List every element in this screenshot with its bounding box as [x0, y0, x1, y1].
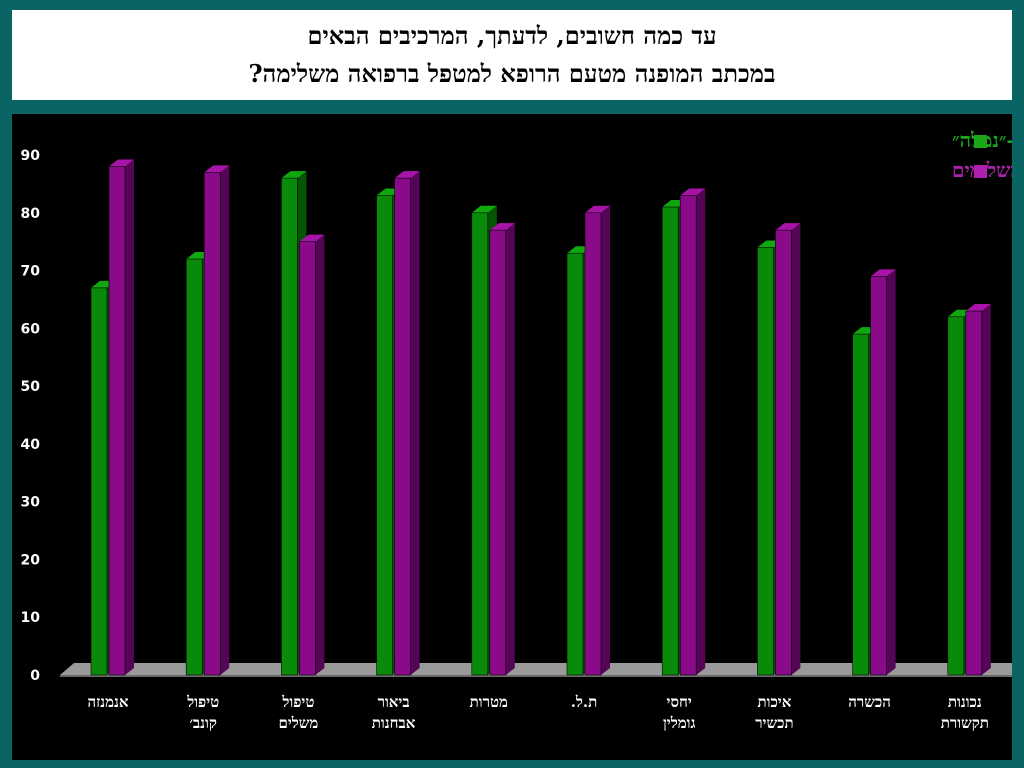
y-tick-label: 10 — [21, 610, 41, 626]
bar-side — [505, 223, 515, 675]
x-category-label: קונב׳ — [189, 714, 216, 732]
bar-top — [109, 159, 134, 167]
bar-front — [203, 172, 221, 676]
y-tick-label: 40 — [21, 437, 41, 453]
bar — [775, 223, 801, 676]
bar-top — [471, 205, 497, 213]
x-category-label: אבחנות — [372, 714, 416, 732]
x-category-label: משלים — [278, 714, 318, 732]
y-tick-label: 30 — [21, 495, 41, 511]
title-box: עד כמה חשובים, לדעתך, המרכיבים הבאים במכ… — [12, 10, 1012, 100]
bar-top — [394, 171, 420, 179]
bar — [203, 165, 230, 676]
bar — [489, 223, 515, 676]
bar-top — [281, 171, 307, 179]
legend-swatch — [974, 165, 987, 178]
y-tick-label: 80 — [21, 206, 41, 222]
y-tick-label: 90 — [21, 148, 41, 164]
bar-front — [775, 229, 792, 676]
x-category-label: תכשיר — [755, 714, 793, 732]
bar-front — [852, 333, 869, 676]
bar-top — [680, 188, 706, 196]
bar-top — [204, 165, 230, 173]
bar — [394, 171, 420, 676]
bar-front — [376, 195, 393, 676]
bar-side — [125, 159, 134, 676]
bar-front — [757, 247, 774, 676]
bar-side — [220, 165, 230, 676]
bar-side — [886, 269, 896, 675]
x-category-label: נכונות — [948, 693, 982, 711]
x-category-label: איכות — [757, 693, 791, 711]
bar-front — [965, 310, 983, 676]
bar — [108, 159, 134, 676]
bar-side — [410, 171, 420, 675]
bar — [679, 188, 706, 676]
bar-side — [696, 188, 706, 675]
bar-front — [90, 287, 108, 676]
bar-front — [299, 241, 316, 676]
bar-front — [489, 229, 507, 676]
y-tick-label: 70 — [21, 264, 41, 280]
x-category-label: טיפול — [281, 693, 314, 711]
bar-top — [585, 205, 610, 213]
y-tick-label: 50 — [21, 379, 41, 395]
bar-front — [471, 212, 489, 676]
bar-front — [679, 195, 697, 676]
legend-label: רופאים-״נמלה״ — [952, 128, 1012, 152]
bar-front — [394, 177, 411, 676]
x-category-label: גומלין — [663, 714, 696, 732]
bar-top — [870, 269, 896, 277]
bar — [584, 205, 610, 676]
x-category-label: תקשורת — [941, 714, 989, 732]
bar-front — [281, 177, 298, 676]
x-category-label: מטרות — [470, 693, 508, 711]
bar-side — [981, 304, 991, 675]
x-category-label: יחסי — [667, 693, 692, 711]
x-category-label: טיפול — [186, 693, 219, 711]
legend-label: מטפלים משלימים — [952, 158, 1012, 182]
bar-chart: 0 10 20 30 40 50 60 70 80 90 אנמנזה טיפול קונב׳ טיפול… — [21, 128, 1012, 732]
bar-top — [965, 304, 991, 311]
x-category-label: ביאור — [378, 693, 410, 711]
bar-front — [185, 258, 203, 676]
y-tick-label: 20 — [21, 552, 41, 568]
bar-front — [870, 276, 887, 676]
x-category-label: ת.ל. — [571, 693, 598, 711]
bar-front — [566, 252, 584, 676]
bar-front — [108, 166, 126, 676]
bar-top — [775, 223, 801, 231]
bar-top — [489, 223, 515, 231]
bar-front — [661, 206, 679, 676]
x-category-label: אנמנזה — [87, 693, 128, 711]
bar-side — [601, 205, 610, 675]
bar-front — [584, 212, 602, 676]
chart-title-line-1: עד כמה חשובים, לדעתך, המרכיבים הבאים — [307, 21, 717, 50]
bar — [965, 304, 991, 676]
legend-swatch — [974, 135, 987, 148]
y-tick-label: 60 — [21, 321, 41, 337]
bar — [870, 269, 896, 676]
bar-top — [299, 234, 325, 242]
bar — [299, 234, 325, 676]
bar-side — [791, 223, 801, 675]
bar-front — [947, 316, 965, 676]
x-category-label: הכשרה — [848, 693, 891, 711]
y-tick-label: 0 — [30, 668, 40, 684]
chart-title-line-2: במכתב המופנה מטעם הרופא למטפל ברפואה משל… — [248, 59, 776, 88]
chart-floor-edge — [60, 675, 1012, 677]
bar-side — [315, 234, 325, 675]
chart-panel: 0 10 20 30 40 50 60 70 80 90 אנמנזה טיפול קונב׳ טיפול… — [12, 114, 1012, 760]
